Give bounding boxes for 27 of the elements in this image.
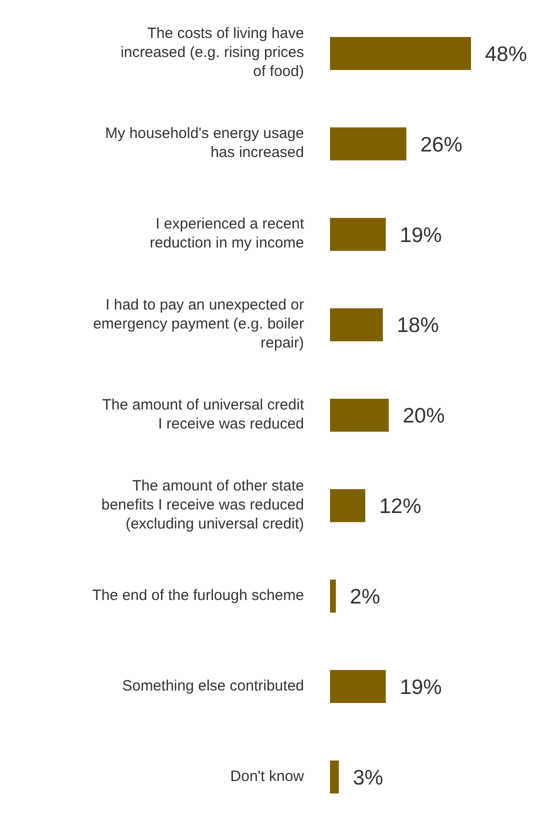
y-tick-label: The end of the furlough scheme	[92, 586, 304, 604]
bar	[330, 760, 339, 794]
y-tick-label: Something else contributed	[122, 677, 304, 694]
bar	[330, 489, 366, 522]
data-label: 26%	[420, 133, 462, 156]
data-label: 3%	[352, 766, 384, 790]
y-tick-label: Don't know	[230, 768, 304, 785]
bar	[330, 308, 383, 342]
data-label: 20%	[402, 404, 445, 428]
y-tick-label: I experienced a recent reduction in my income	[150, 216, 305, 252]
y-tick-label: The costs of living have increased (e.g. rising prices of food)	[120, 25, 304, 80]
data-label: 18%	[396, 314, 439, 338]
bar	[330, 218, 386, 251]
y-tick-label: I had to pay an unexpected or emergency payment (e.g. boiler repair)	[93, 296, 304, 352]
y-tick-label: The amount of other state benefits I receive was reduced (excluding universal credit)	[101, 477, 304, 532]
bar	[330, 127, 406, 160]
y-tick-label: My household's energy usage has increased	[105, 125, 304, 162]
bar	[330, 36, 471, 70]
data-label: 2%	[350, 586, 380, 609]
bar	[330, 398, 389, 432]
y-tick-label: The amount of universal credit I receive was reduced	[102, 396, 305, 432]
data-label: 19%	[400, 676, 442, 700]
bar	[330, 670, 386, 704]
data-label: 19%	[400, 224, 442, 247]
data-label: 48%	[485, 42, 528, 66]
bar	[330, 580, 336, 613]
data-label: 12%	[379, 495, 422, 518]
